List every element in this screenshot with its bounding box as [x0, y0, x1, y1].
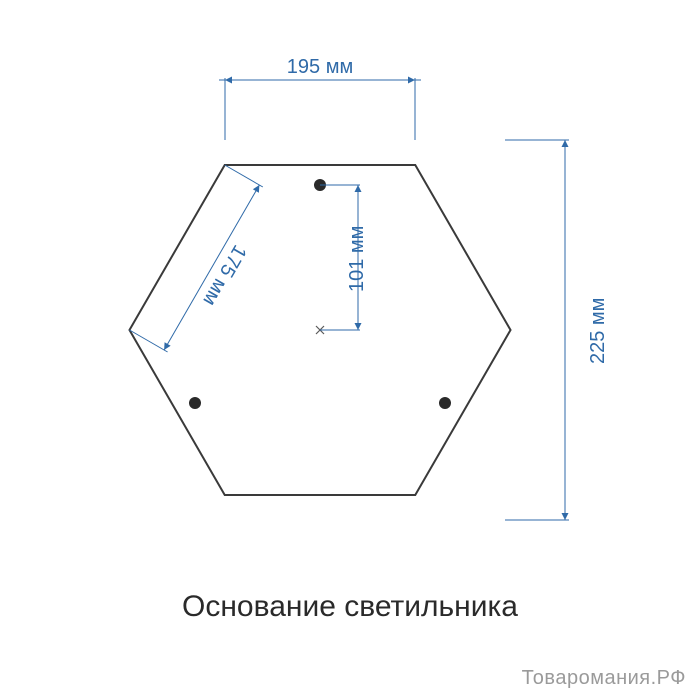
dim-label-top-width: 195 мм	[287, 56, 353, 79]
caption: Основание светильника	[0, 590, 700, 624]
dim-label-right-height: 225 мм	[587, 298, 610, 364]
watermark: Товаромания.РФ	[522, 667, 686, 690]
dim-label-inner-vertical: 101 мм	[346, 225, 369, 291]
